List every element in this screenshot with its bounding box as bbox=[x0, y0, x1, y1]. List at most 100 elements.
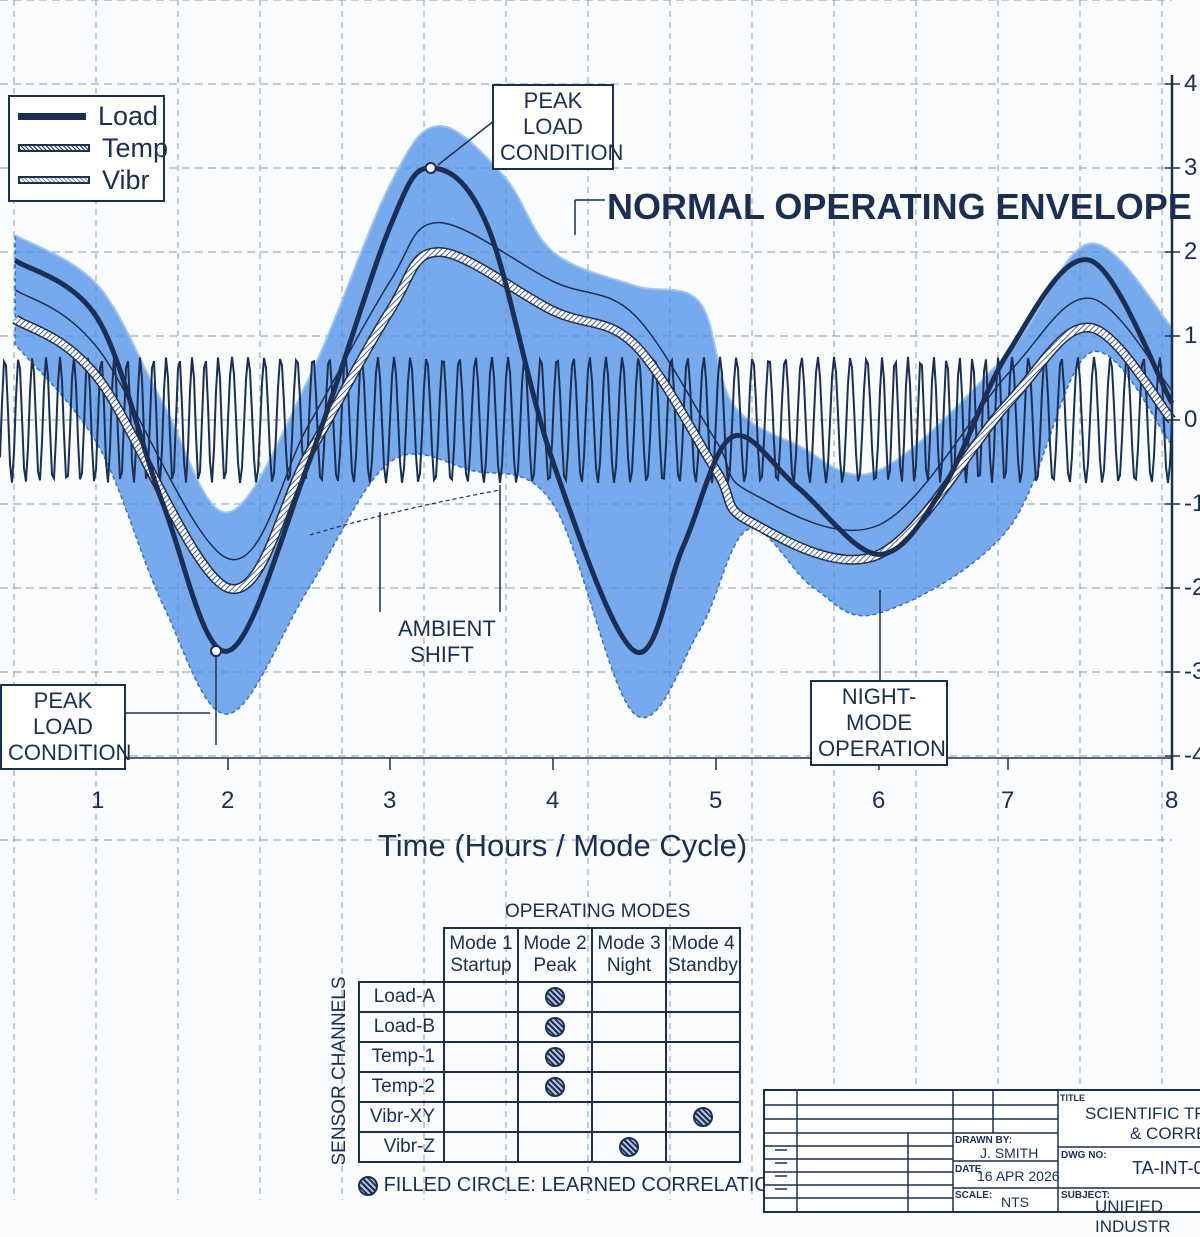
subject-label: SUBJECT: bbox=[1061, 1190, 1110, 1201]
annotation-text: OPERATION bbox=[818, 736, 946, 761]
legend-item-vibr: Vibr bbox=[18, 165, 150, 195]
mode-name: Mode 4 bbox=[671, 933, 735, 954]
sensor-label: Vibr-Z bbox=[358, 1131, 445, 1163]
correlation-cell bbox=[517, 1011, 593, 1043]
chart-title: NORMAL OPERATING ENVELOPE bbox=[607, 186, 1192, 227]
mode-desc: Startup bbox=[450, 955, 512, 976]
table-row: Temp-1 bbox=[358, 1041, 741, 1073]
annotation-ambient: AMBIENT SHIFT bbox=[392, 614, 496, 670]
correlation-cell bbox=[443, 1011, 519, 1043]
correlation-cell bbox=[591, 1071, 667, 1103]
legend-label: Vibr bbox=[102, 164, 150, 195]
table-corner bbox=[359, 928, 444, 982]
filled-circle-icon bbox=[619, 1136, 639, 1157]
correlation-cell bbox=[665, 1071, 741, 1103]
subject-value: UNIFIED INDUSTR bbox=[1095, 1197, 1171, 1236]
correlation-cell bbox=[591, 1101, 667, 1133]
x-tick-label: 3 bbox=[383, 787, 397, 814]
sensor-label: Load-B bbox=[358, 1011, 445, 1043]
x-tick-label: 8 bbox=[1165, 787, 1179, 814]
legend-item-temp: Temp bbox=[18, 133, 168, 163]
annotation-text: AMBIENT bbox=[398, 616, 496, 641]
annotation-night: NIGHT-MODE OPERATION bbox=[810, 680, 948, 766]
modes-table-title: OPERATING MODES bbox=[505, 901, 691, 922]
table-row: Vibr-Z bbox=[358, 1131, 741, 1163]
mode-name: Mode 1 bbox=[449, 933, 513, 954]
y-tick-label: 0 bbox=[1184, 406, 1198, 433]
legend: Load Temp Vibr bbox=[8, 95, 168, 202]
filled-circle-icon bbox=[358, 1175, 378, 1196]
y-tick-label: -1 bbox=[1184, 490, 1200, 517]
ambient-shift-line bbox=[309, 489, 501, 536]
legend-item-load: Load bbox=[18, 101, 158, 131]
y-tick-label: 3 bbox=[1184, 154, 1198, 181]
y-tick-label: 4 bbox=[1184, 70, 1198, 97]
peak-marker-bottom bbox=[210, 645, 222, 657]
annotation-text: PEAK LOAD bbox=[523, 88, 583, 139]
drawn-by-label: DRAWN BY: bbox=[955, 1135, 1013, 1146]
table-row: Temp-2 bbox=[358, 1071, 741, 1103]
x-tick-label: 5 bbox=[709, 787, 723, 814]
scale-label: SCALE: bbox=[955, 1190, 993, 1201]
annotation-peak-bottom: PEAK LOAD CONDITION bbox=[0, 684, 131, 770]
annotation-text: SHIFT bbox=[410, 642, 474, 667]
mode-column-header: Mode 3 Night bbox=[591, 927, 667, 983]
title-label: TITLE bbox=[1060, 1093, 1085, 1103]
dwg-label: DWG NO: bbox=[1061, 1150, 1107, 1161]
filled-circle-icon bbox=[693, 1106, 713, 1127]
legend-label: Load bbox=[98, 100, 159, 131]
title-block-lines bbox=[765, 1091, 1200, 1211]
y-tick-label: 1 bbox=[1184, 322, 1198, 349]
y-tick-label: -3 bbox=[1184, 658, 1200, 685]
correlation-cell bbox=[517, 1131, 593, 1163]
x-tick-label: 7 bbox=[1001, 787, 1015, 814]
x-tick-label: 6 bbox=[872, 787, 886, 814]
y-tick-label: 2 bbox=[1184, 238, 1198, 265]
title-block: DRAWN BY: J. SMITH DATE 16 APR 2026 SCAL… bbox=[763, 1089, 1200, 1236]
correlation-cell bbox=[517, 1071, 593, 1103]
sensor-label: Temp-2 bbox=[358, 1071, 445, 1103]
correlation-cell bbox=[591, 981, 667, 1013]
scale-value: NTS bbox=[1001, 1194, 1029, 1210]
x-tick-label: 4 bbox=[546, 787, 560, 814]
x-axis-label: Time (Hours / Mode Cycle) bbox=[378, 828, 748, 863]
envelope-upper-edge bbox=[14, 124, 1173, 514]
sensor-label: Load-A bbox=[358, 981, 445, 1013]
table-row: Load-A bbox=[358, 981, 741, 1013]
filled-circle-icon bbox=[545, 986, 565, 1007]
legend-label: Temp bbox=[102, 132, 169, 163]
x-tick-label: 1 bbox=[91, 787, 105, 814]
filled-circle-icon bbox=[545, 1076, 565, 1097]
correlation-cell bbox=[591, 1011, 667, 1043]
correlation-cell bbox=[665, 981, 741, 1013]
modes-footnote: FILLED CIRCLE: LEARNED CORRELATION bbox=[358, 1174, 784, 1197]
dwg-number: TA-INT-00 bbox=[1132, 1158, 1200, 1178]
sensor-label: Temp-1 bbox=[358, 1041, 445, 1073]
table-row: Vibr-XY bbox=[358, 1101, 741, 1133]
correlation-cell bbox=[591, 1041, 667, 1073]
series-temp-trace bbox=[14, 221, 1173, 561]
footnote-text: FILLED CIRCLE: LEARNED CORRELATION bbox=[383, 1174, 785, 1196]
peak-marker-top bbox=[424, 162, 437, 174]
filled-circle-icon bbox=[545, 1046, 565, 1067]
correlation-cell bbox=[517, 1101, 593, 1133]
correlation-cell bbox=[443, 1071, 519, 1103]
correlation-cell bbox=[517, 981, 593, 1013]
table-row: Load-B bbox=[358, 1011, 741, 1043]
mode-desc: Night bbox=[606, 955, 652, 976]
correlation-cell bbox=[443, 1041, 519, 1073]
mode-column-header: Mode 2 Peak bbox=[517, 927, 593, 983]
correlation-cell bbox=[591, 1131, 667, 1163]
mode-column-header: Mode 1 Startup bbox=[443, 927, 519, 983]
correlation-cell bbox=[443, 1131, 519, 1163]
annotation-text: PEAK LOAD bbox=[33, 688, 93, 739]
correlation-cell bbox=[443, 981, 519, 1013]
correlation-cell bbox=[517, 1041, 593, 1073]
sensor-channels-label: SENSOR CHANNELS bbox=[329, 976, 350, 1166]
correlation-cell bbox=[665, 1131, 741, 1163]
series-temp bbox=[13, 248, 1175, 593]
drawn-by-value: J. SMITH bbox=[980, 1145, 1039, 1161]
mode-column-header: Mode 4 Standby bbox=[665, 927, 741, 983]
correlation-cell bbox=[665, 1041, 741, 1073]
x-tick-label: 2 bbox=[221, 787, 235, 814]
